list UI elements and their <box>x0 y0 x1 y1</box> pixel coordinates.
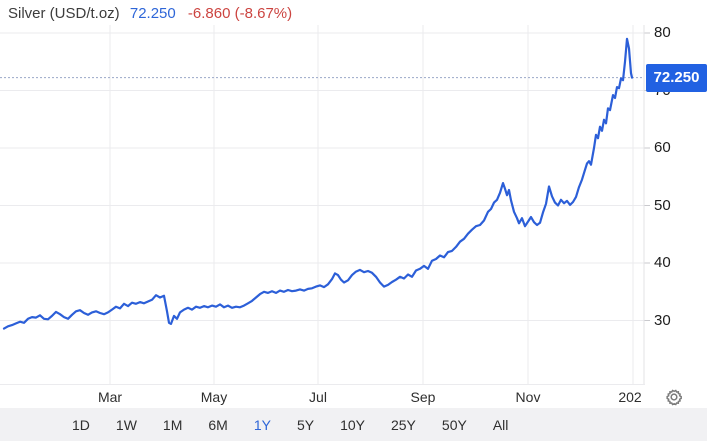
time-range-button-50y[interactable]: 50Y <box>441 416 467 433</box>
x-axis-label: Nov <box>515 389 541 405</box>
gear-icon-glyph <box>666 389 682 406</box>
time-range-toolbar: 1D 1W 1M 6M 1Y 5Y 10Y 25Y 50Y All <box>0 408 707 441</box>
time-range-button-1d[interactable]: 1D <box>72 416 90 433</box>
time-range-button-6m[interactable]: 6M <box>208 416 228 433</box>
y-axis-label: 80 <box>654 24 671 41</box>
time-range-button-1y[interactable]: 1Y <box>253 416 271 433</box>
settings-gear-icon[interactable] <box>663 386 685 408</box>
time-range-button-1w[interactable]: 1W <box>115 416 137 433</box>
price-line-series <box>2 37 634 330</box>
time-range-button-25y[interactable]: 25Y <box>390 416 416 433</box>
time-range-button-1m[interactable]: 1M <box>162 416 183 433</box>
time-range-button-5y[interactable]: 5Y <box>296 416 315 433</box>
x-axis-label: May <box>200 389 228 405</box>
y-axis-label: 50 <box>654 196 671 214</box>
x-axis-label: Mar <box>97 389 123 405</box>
price-chart[interactable]: Silver (USD/t.oz) 72.250 -6.860 (-8.67%)… <box>0 0 707 406</box>
last-price: 72.250 <box>129 5 176 22</box>
instrument-name: Silver (USD/t.oz) <box>8 5 120 22</box>
time-range-button-10y[interactable]: 10Y <box>340 416 365 433</box>
current-price-badge: 72.250 <box>646 63 707 92</box>
x-axis-label: Sep <box>410 389 436 405</box>
instrument-header: Silver (USD/t.oz) 72.250 -6.860 (-8.67%) <box>8 5 292 22</box>
y-axis-label: 30 <box>654 311 671 329</box>
chart-canvas[interactable] <box>0 0 707 385</box>
y-axis-label: 60 <box>654 139 671 156</box>
price-change: -6.860 (-8.67%) <box>187 5 293 22</box>
time-range-button-all[interactable]: All <box>492 416 509 433</box>
y-axis-label: 40 <box>654 254 671 271</box>
x-axis-label: 202 <box>618 389 642 405</box>
x-axis-divider <box>0 384 645 385</box>
x-axis-label: Jul <box>309 389 327 405</box>
